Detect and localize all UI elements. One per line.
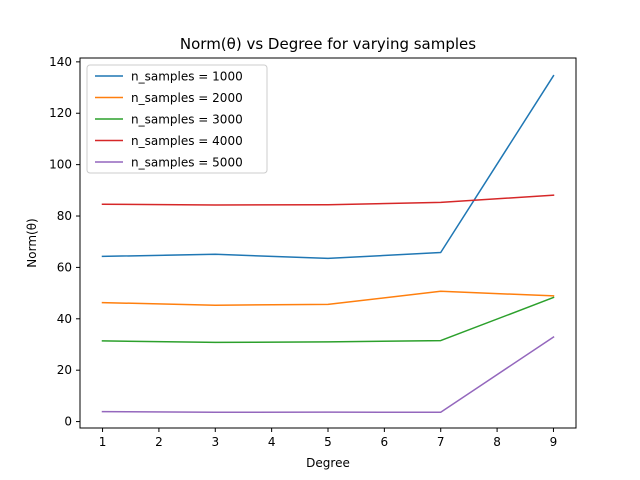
legend-label-3: n_samples = 3000: [131, 113, 243, 127]
y-tick-label: 100: [49, 158, 72, 172]
y-tick-label: 60: [57, 260, 72, 274]
series-line-4: [101, 194, 555, 206]
series-line-1: [101, 74, 555, 260]
series-lines: [101, 74, 555, 414]
legend-label-2: n_samples = 2000: [131, 91, 243, 105]
y-tick-label: 140: [49, 55, 72, 69]
legend-label-5: n_samples = 5000: [131, 156, 243, 170]
legend: n_samples = 1000 n_samples = 2000 n_sample…: [86, 64, 268, 174]
series-line-3: [101, 296, 555, 344]
x-axis-ticks: 1 2 3 4 5 6 7 8 9: [99, 428, 558, 449]
series-line-2: [101, 290, 555, 306]
y-axis-label: Norm(θ): [25, 218, 39, 267]
legend-label-1: n_samples = 1000: [131, 70, 243, 84]
y-tick-label: 80: [57, 209, 72, 223]
x-tick-label: 3: [211, 435, 219, 449]
y-axis-ticks: 0 20 40 60 80 100 120 140: [49, 55, 80, 429]
x-tick-label: 5: [324, 435, 332, 449]
series-line-5: [101, 335, 555, 414]
x-tick-label: 2: [155, 435, 163, 449]
chart-title: Norm(θ) vs Degree for varying samples: [180, 35, 476, 53]
y-tick-label: 120: [49, 106, 72, 120]
x-tick-label: 7: [437, 435, 445, 449]
x-tick-label: 6: [381, 435, 389, 449]
legend-label-4: n_samples = 4000: [131, 134, 243, 148]
legend-frame: [86, 64, 268, 174]
x-tick-label: 9: [550, 435, 558, 449]
x-tick-label: 4: [268, 435, 276, 449]
y-tick-label: 0: [64, 415, 72, 429]
x-tick-label: 8: [493, 435, 501, 449]
x-tick-label: 1: [99, 435, 107, 449]
y-tick-label: 20: [57, 363, 72, 377]
y-tick-label: 40: [57, 312, 72, 326]
x-axis-label: Degree: [306, 456, 350, 470]
